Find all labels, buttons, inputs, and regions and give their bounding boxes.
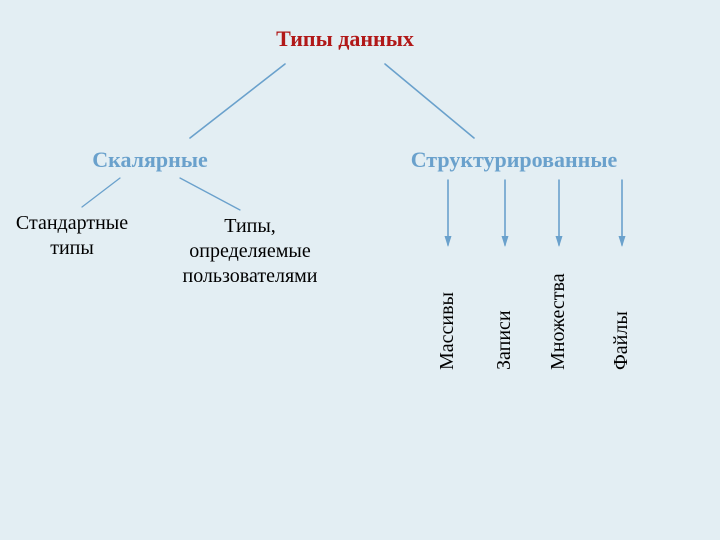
node-standard-text: Стандартные типы <box>16 212 128 259</box>
node-sets: Множества <box>547 260 571 370</box>
node-scalar-text: Скалярные <box>92 147 208 172</box>
node-sets-text: Множества <box>547 273 569 370</box>
node-scalar: Скалярные <box>50 146 250 174</box>
node-arrays: Массивы <box>436 260 460 370</box>
node-structured-text: Структурированные <box>411 147 618 172</box>
node-files-text: Файлы <box>610 311 632 370</box>
node-records: Записи <box>493 260 517 370</box>
node-arrays-text: Массивы <box>436 292 458 370</box>
node-standard: Стандартные типы <box>2 211 142 261</box>
node-records-text: Записи <box>493 310 515 370</box>
node-structured: Структурированные <box>374 146 654 174</box>
node-root: Типы данных <box>255 25 435 53</box>
node-userdef-text: Типы, определяемые пользователями <box>182 215 317 287</box>
diagram-stage: Типы данных Скалярные Структурированные … <box>0 0 720 540</box>
node-userdef: Типы, определяемые пользователями <box>160 214 340 289</box>
node-root-text: Типы данных <box>276 26 414 51</box>
node-files: Файлы <box>610 260 634 370</box>
